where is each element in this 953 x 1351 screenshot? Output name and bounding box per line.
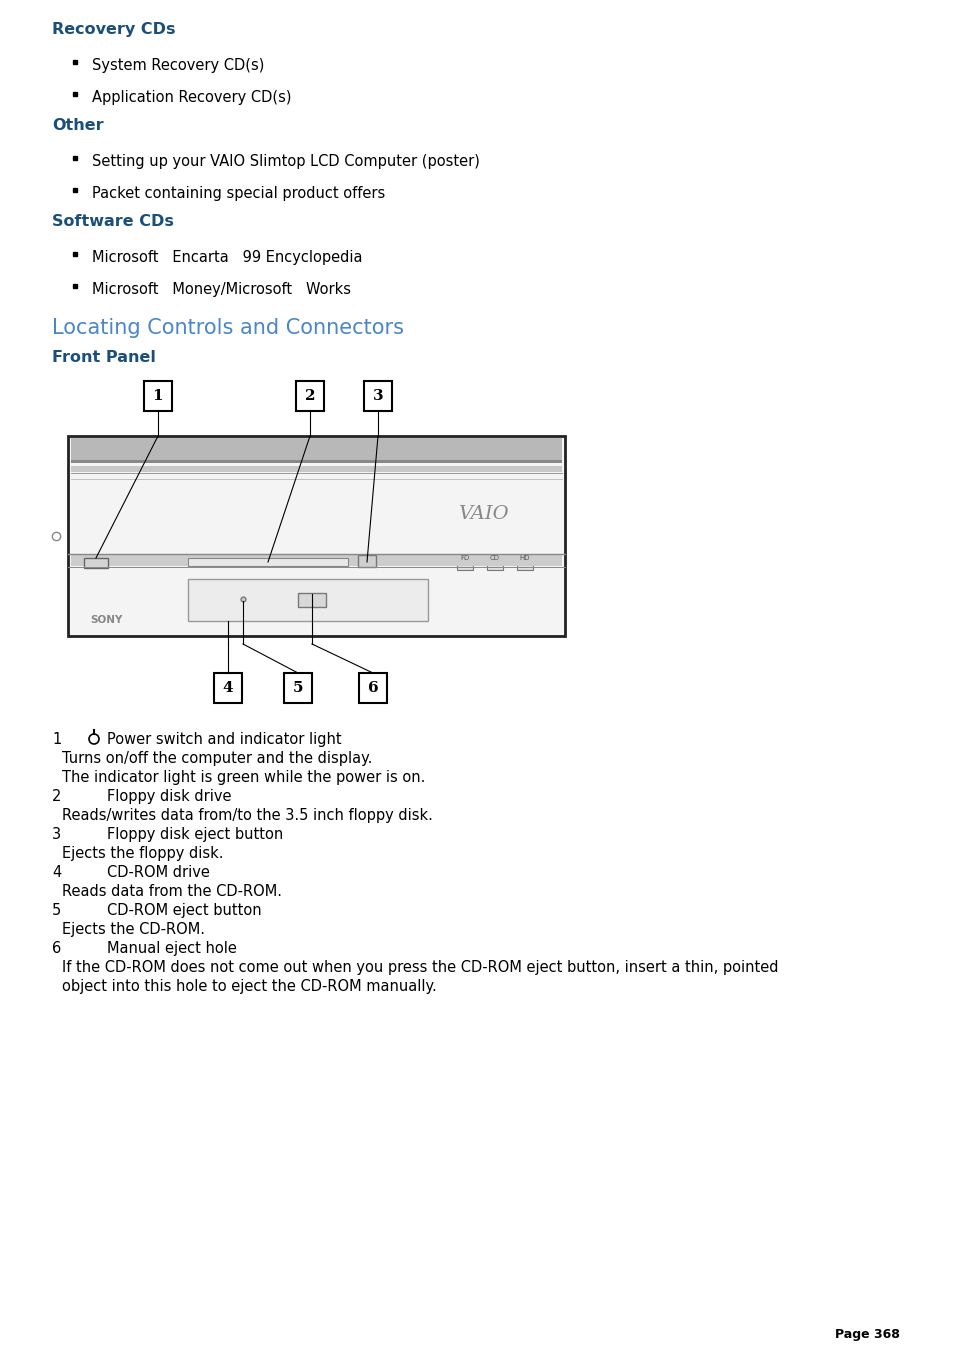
Text: 6: 6 (367, 681, 378, 694)
Text: VAIO: VAIO (457, 505, 508, 523)
Text: Power switch and indicator light: Power switch and indicator light (107, 732, 341, 747)
Text: Recovery CDs: Recovery CDs (52, 22, 175, 36)
Text: 6: 6 (52, 942, 61, 957)
Bar (486, 561, 502, 570)
Bar (71, 459, 561, 463)
Bar (284, 673, 312, 703)
Text: Reads data from the CD-ROM.: Reads data from the CD-ROM. (62, 884, 282, 898)
Bar (364, 381, 392, 411)
Bar (517, 561, 533, 570)
Text: CD: CD (490, 555, 499, 561)
Text: Setting up your VAIO Slimtop LCD Computer (poster): Setting up your VAIO Slimtop LCD Compute… (91, 154, 479, 169)
Text: If the CD-ROM does not come out when you press the CD-ROM eject button, insert a: If the CD-ROM does not come out when you… (62, 961, 778, 975)
Text: Other: Other (52, 118, 104, 132)
Text: Floppy disk eject button: Floppy disk eject button (107, 827, 283, 842)
Bar (295, 381, 324, 411)
Text: 3: 3 (52, 827, 61, 842)
Bar (144, 381, 172, 411)
Bar (213, 673, 242, 703)
Text: 2: 2 (304, 389, 314, 403)
Text: 2: 2 (52, 789, 61, 804)
Text: Reads/writes data from/to the 3.5 inch floppy disk.: Reads/writes data from/to the 3.5 inch f… (62, 808, 433, 823)
Text: Packet containing special product offers: Packet containing special product offers (91, 186, 385, 201)
Text: Microsoft   Money/Microsoft   Works: Microsoft Money/Microsoft Works (91, 282, 351, 297)
Text: 3: 3 (373, 389, 383, 403)
Text: 4: 4 (222, 681, 233, 694)
Bar (188, 558, 348, 566)
Text: HD: HD (519, 555, 530, 561)
Text: 4: 4 (52, 865, 61, 880)
Bar (357, 555, 375, 567)
Text: 1: 1 (152, 389, 163, 403)
Text: object into this hole to eject the CD-ROM manually.: object into this hole to eject the CD-RO… (62, 979, 436, 994)
Text: Locating Controls and Connectors: Locating Controls and Connectors (52, 317, 403, 338)
Text: The indicator light is green while the power is on.: The indicator light is green while the p… (62, 770, 425, 785)
Bar (456, 561, 473, 570)
Text: CD-ROM eject button: CD-ROM eject button (107, 902, 261, 917)
Bar (297, 593, 326, 607)
Text: SONY: SONY (90, 615, 122, 626)
Text: CD-ROM drive: CD-ROM drive (107, 865, 210, 880)
Bar (68, 436, 564, 636)
Bar (71, 438, 561, 459)
Bar (71, 466, 561, 471)
Bar (188, 580, 428, 621)
Bar (84, 558, 108, 567)
Text: Front Panel: Front Panel (52, 350, 155, 365)
Text: 5: 5 (293, 681, 303, 694)
Text: Ejects the floppy disk.: Ejects the floppy disk. (62, 846, 223, 861)
Text: Turns on/off the computer and the display.: Turns on/off the computer and the displa… (62, 751, 372, 766)
Text: Manual eject hole: Manual eject hole (107, 942, 236, 957)
Text: 5: 5 (52, 902, 61, 917)
Text: Page 368: Page 368 (834, 1328, 899, 1342)
Bar (358, 673, 387, 703)
Text: FD: FD (460, 555, 469, 561)
Bar (71, 554, 561, 566)
Text: 1: 1 (52, 732, 61, 747)
Text: Floppy disk drive: Floppy disk drive (107, 789, 232, 804)
Text: Application Recovery CD(s): Application Recovery CD(s) (91, 91, 292, 105)
Text: Ejects the CD-ROM.: Ejects the CD-ROM. (62, 921, 205, 938)
Text: Microsoft   Encarta   99 Encyclopedia: Microsoft Encarta 99 Encyclopedia (91, 250, 362, 265)
Text: System Recovery CD(s): System Recovery CD(s) (91, 58, 264, 73)
Text: Software CDs: Software CDs (52, 213, 173, 230)
